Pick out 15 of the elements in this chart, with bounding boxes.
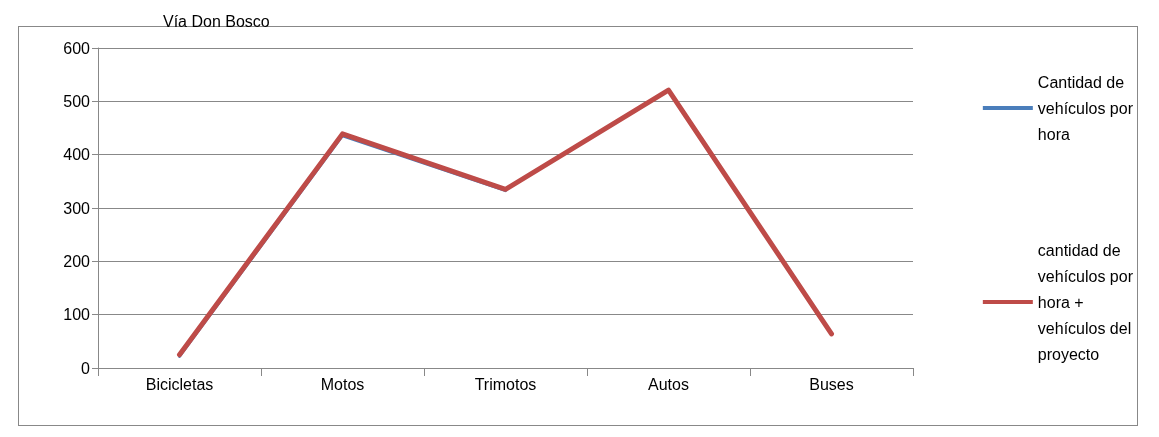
y-tick-label: 0 bbox=[81, 359, 91, 377]
x-tick-label: Bicicletas bbox=[145, 375, 214, 393]
legend-label: cantidad de vehículos por hora + vehículos del proyecto bbox=[1037, 241, 1134, 363]
y-tick-label: 100 bbox=[63, 306, 91, 324]
y-tick-label: 400 bbox=[63, 146, 91, 164]
x-tick-label: Trimotos bbox=[474, 375, 537, 393]
x-tick-label: Autos bbox=[648, 375, 689, 393]
x-tick-label: Buses bbox=[809, 375, 854, 393]
y-tick-label: 500 bbox=[63, 92, 91, 110]
x-tick-label: Motos bbox=[320, 375, 365, 393]
chart-title: Vía Don Bosco bbox=[163, 12, 270, 30]
y-tick-label: 300 bbox=[63, 199, 91, 217]
y-tick-label: 600 bbox=[63, 39, 91, 57]
legend-label: Cantidad de vehículos por hora bbox=[1037, 73, 1134, 143]
y-tick-label: 200 bbox=[63, 252, 91, 270]
